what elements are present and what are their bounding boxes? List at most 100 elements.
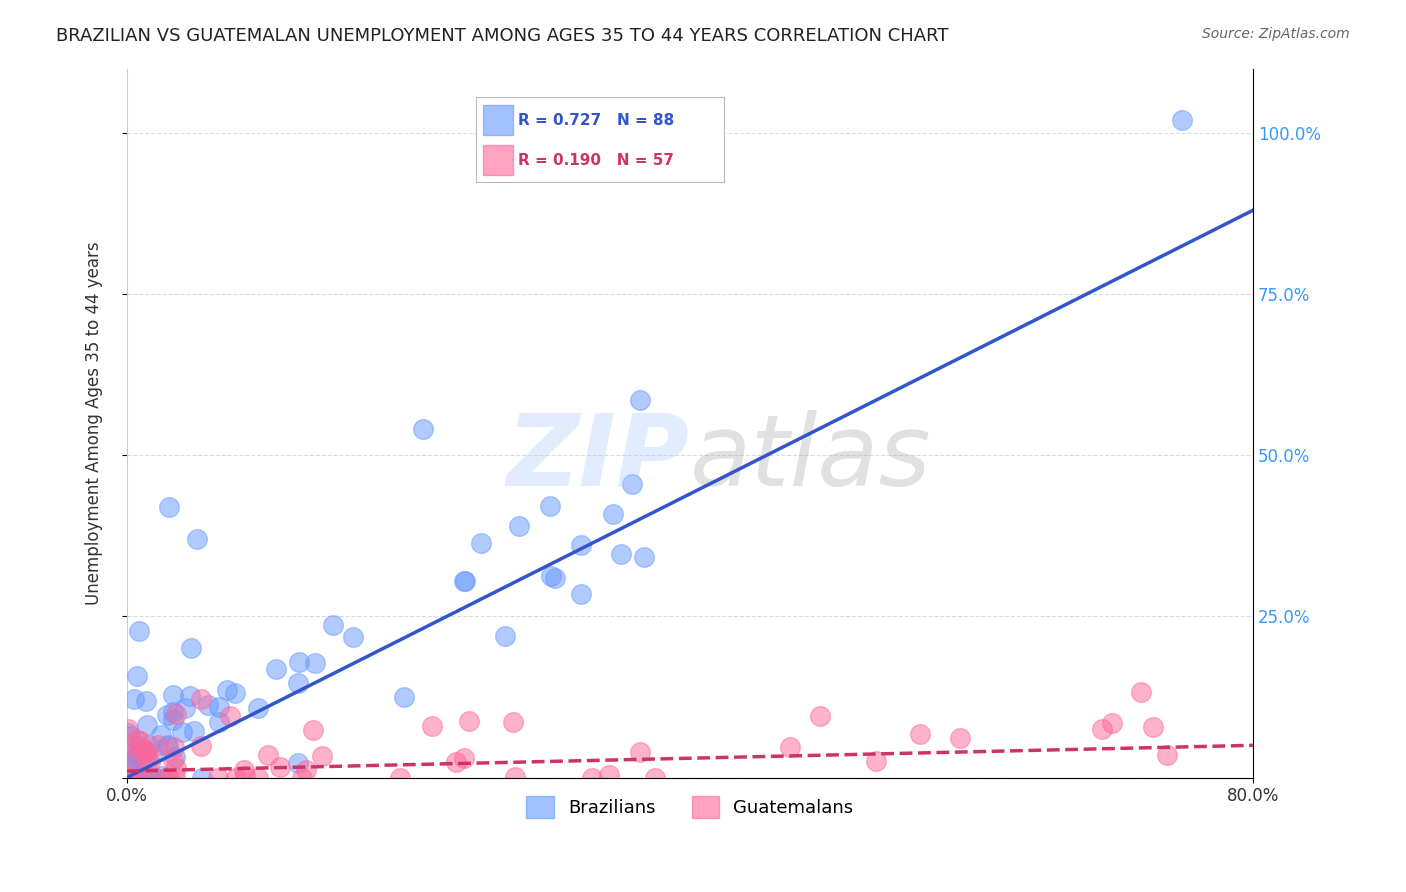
Brazilians: [143, 771, 166, 785]
Brazilians: [127, 771, 149, 785]
Brazilians: [125, 771, 148, 785]
Guatemalans: [135, 743, 157, 757]
Brazilians: [156, 708, 179, 723]
Guatemalans: [444, 755, 467, 769]
Guatemalans: [949, 731, 972, 745]
Brazilians: [412, 422, 434, 436]
Guatemalans: [162, 753, 184, 767]
Guatemalans: [1101, 715, 1123, 730]
Brazilians: [136, 771, 159, 785]
Brazilians: [190, 771, 212, 785]
Guatemalans: [163, 739, 186, 754]
Brazilians: [131, 762, 153, 776]
Brazilians: [115, 756, 138, 771]
Brazilians: [508, 518, 530, 533]
Brazilians: [224, 686, 246, 700]
Guatemalans: [502, 714, 524, 729]
Guatemalans: [311, 749, 333, 764]
Brazilians: [180, 640, 202, 655]
Brazilians: [197, 698, 219, 712]
Brazilians: [157, 738, 180, 752]
Guatemalans: [295, 764, 318, 778]
Guatemalans: [389, 771, 412, 785]
Guatemalans: [122, 751, 145, 765]
Guatemalans: [908, 726, 931, 740]
Guatemalans: [136, 754, 159, 768]
Brazilians: [122, 692, 145, 706]
Guatemalans: [269, 760, 291, 774]
Brazilians: [208, 715, 231, 730]
Guatemalans: [129, 771, 152, 785]
Brazilians: [136, 718, 159, 732]
Guatemalans: [503, 771, 526, 785]
Brazilians: [186, 532, 208, 546]
Brazilians: [135, 745, 157, 759]
Brazilians: [131, 771, 153, 785]
Brazilians: [121, 744, 143, 758]
Guatemalans: [808, 709, 831, 723]
Guatemalans: [628, 745, 651, 759]
Brazilians: [124, 770, 146, 784]
Brazilians: [322, 617, 344, 632]
Guatemalans: [233, 763, 256, 777]
Brazilians: [145, 771, 167, 785]
Brazilians: [163, 750, 186, 764]
Brazilians: [179, 690, 201, 704]
Guatemalans: [1156, 747, 1178, 762]
Brazilians: [150, 729, 173, 743]
Guatemalans: [118, 771, 141, 785]
Brazilians: [304, 656, 326, 670]
Brazilians: [120, 771, 142, 785]
Guatemalans: [420, 719, 443, 733]
Brazilians: [621, 476, 644, 491]
Guatemalans: [644, 771, 666, 785]
Guatemalans: [139, 756, 162, 771]
Brazilians: [135, 771, 157, 785]
Brazilians: [125, 771, 148, 785]
Brazilians: [136, 771, 159, 785]
Brazilians: [138, 739, 160, 753]
Brazilians: [470, 536, 492, 550]
Brazilians: [128, 771, 150, 785]
Guatemalans: [207, 771, 229, 785]
Guatemalans: [155, 771, 177, 785]
Brazilians: [135, 771, 157, 785]
Y-axis label: Unemployment Among Ages 35 to 44 years: Unemployment Among Ages 35 to 44 years: [86, 241, 103, 605]
Guatemalans: [129, 734, 152, 748]
Brazilians: [139, 771, 162, 785]
Guatemalans: [138, 771, 160, 785]
Brazilians: [540, 569, 562, 583]
Text: BRAZILIAN VS GUATEMALAN UNEMPLOYMENT AMONG AGES 35 TO 44 YEARS CORRELATION CHART: BRAZILIAN VS GUATEMALAN UNEMPLOYMENT AMO…: [56, 27, 949, 45]
Brazilians: [342, 630, 364, 644]
Text: ZIP: ZIP: [508, 410, 690, 507]
Brazilians: [142, 746, 165, 760]
Guatemalans: [166, 707, 188, 722]
Brazilians: [122, 771, 145, 785]
Guatemalans: [1129, 684, 1152, 698]
Brazilians: [183, 723, 205, 738]
Brazilians: [247, 701, 270, 715]
Guatemalans: [148, 738, 170, 752]
Brazilians: [121, 771, 143, 785]
Brazilians: [125, 669, 148, 683]
Brazilians: [117, 771, 139, 785]
Guatemalans: [598, 768, 620, 782]
Brazilians: [453, 574, 475, 588]
Brazilians: [127, 739, 149, 753]
Guatemalans: [865, 754, 887, 768]
Brazilians: [117, 756, 139, 771]
Brazilians: [288, 655, 311, 669]
Brazilians: [208, 699, 231, 714]
Brazilians: [162, 705, 184, 719]
Brazilians: [173, 701, 195, 715]
Brazilians: [172, 725, 194, 739]
Guatemalans: [218, 709, 240, 723]
Guatemalans: [117, 722, 139, 736]
Brazilians: [217, 683, 239, 698]
Brazilians: [633, 549, 655, 564]
Guatemalans: [125, 739, 148, 754]
Legend: Brazilians, Guatemalans: Brazilians, Guatemalans: [519, 789, 860, 825]
Guatemalans: [165, 761, 187, 775]
Brazilians: [120, 771, 142, 785]
Guatemalans: [115, 771, 138, 785]
